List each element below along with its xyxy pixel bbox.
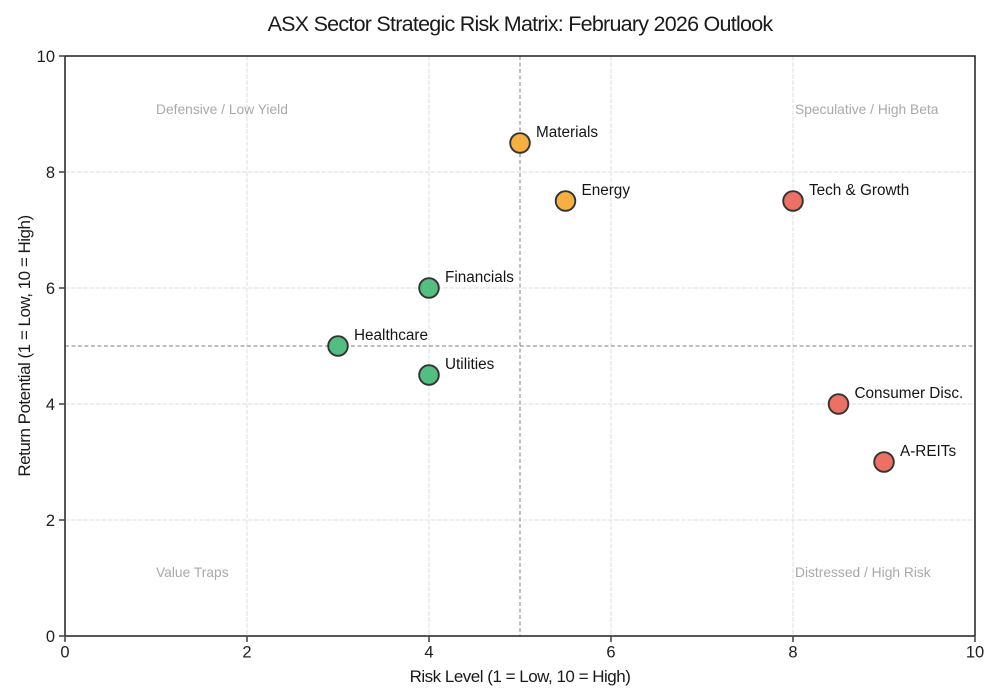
svg-text:Healthcare: Healthcare — [354, 327, 428, 344]
svg-text:6: 6 — [606, 644, 615, 662]
svg-text:10: 10 — [966, 644, 984, 662]
svg-text:Consumer Disc.: Consumer Disc. — [855, 385, 964, 402]
svg-text:2: 2 — [46, 512, 55, 530]
svg-text:0: 0 — [46, 628, 55, 646]
svg-text:Materials: Materials — [536, 124, 598, 141]
svg-text:Speculative / High Beta: Speculative / High Beta — [795, 102, 939, 117]
svg-text:Risk Level (1 = Low, 10 = High: Risk Level (1 = Low, 10 = High) — [410, 667, 631, 686]
svg-text:Utilities: Utilities — [445, 356, 495, 373]
svg-text:4: 4 — [46, 396, 55, 414]
svg-text:2: 2 — [242, 644, 251, 662]
svg-text:8: 8 — [46, 164, 55, 182]
svg-text:Tech & Growth: Tech & Growth — [809, 182, 909, 199]
svg-text:Distressed / High Risk: Distressed / High Risk — [795, 565, 931, 580]
svg-text:Financials: Financials — [445, 269, 514, 286]
svg-text:Energy: Energy — [582, 182, 631, 199]
svg-text:A-REITs: A-REITs — [900, 443, 956, 460]
svg-text:Return Potential (1 = Low, 10: Return Potential (1 = Low, 10 = High) — [15, 215, 34, 476]
svg-text:Defensive / Low Yield: Defensive / Low Yield — [156, 102, 288, 117]
svg-text:4: 4 — [424, 644, 433, 662]
svg-text:6: 6 — [46, 280, 55, 298]
svg-text:0: 0 — [60, 644, 69, 662]
svg-text:10: 10 — [37, 48, 55, 66]
svg-text:ASX Sector Strategic Risk Matr: ASX Sector Strategic Risk Matrix: Februa… — [268, 12, 774, 36]
svg-text:8: 8 — [788, 644, 797, 662]
svg-text:Value Traps: Value Traps — [156, 565, 229, 580]
